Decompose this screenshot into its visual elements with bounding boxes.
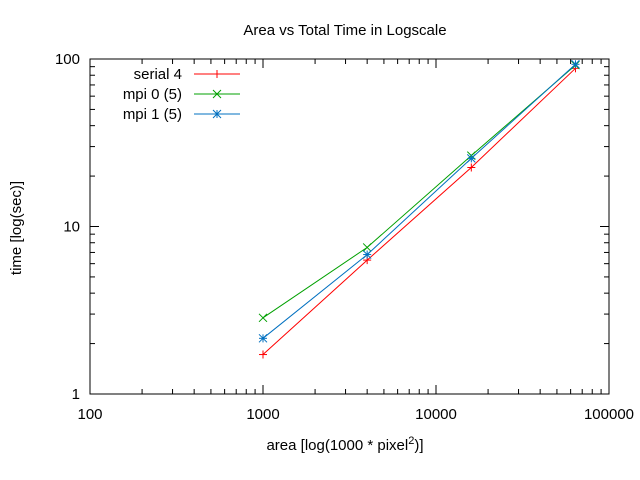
data-point	[362, 250, 372, 259]
x-axis-label-end: )]	[414, 437, 423, 454]
series-2	[258, 60, 580, 323]
data-point	[258, 333, 268, 343]
data-point	[362, 243, 372, 252]
series-line	[262, 67, 576, 355]
data-point-stroke	[362, 250, 372, 259]
legend-label: mpi 1 (5)	[123, 106, 182, 123]
data-point-stroke	[466, 154, 476, 163]
legend-entry: serial 4	[134, 66, 240, 83]
legend: serial 4 mpi 0 (5) mpi 1 (5)	[123, 66, 240, 123]
y-tick-label: 100	[55, 51, 80, 68]
x-tick-label: 100	[77, 406, 102, 423]
y-tick-label: 1	[72, 386, 80, 403]
legend-entry: mpi 0 (5)	[123, 86, 240, 103]
legend-label: serial 4	[134, 66, 182, 83]
x-axis-label-main: area [log(1000 * pixel	[266, 437, 408, 454]
y-axis: 1 10 100	[55, 51, 609, 403]
series-line	[262, 64, 576, 319]
data-point	[466, 154, 476, 163]
data-point-stroke	[258, 313, 268, 323]
data-point	[258, 313, 268, 323]
legend-marker	[212, 89, 222, 99]
data-point-stroke	[571, 59, 580, 69]
legend-label: mpi 0 (5)	[123, 86, 182, 103]
x-tick-label: 1000	[246, 406, 279, 423]
y-axis-label: time [log(sec)]	[8, 181, 25, 275]
series-layer	[258, 59, 580, 359]
series-line	[262, 63, 576, 339]
x-axis-label-superscript: 2	[408, 435, 414, 447]
x-tick-label: 100000	[584, 406, 634, 423]
series-1	[259, 64, 580, 359]
data-point	[259, 350, 267, 359]
data-point-stroke	[212, 109, 222, 119]
x-axis: 100 1000 10000 100000	[77, 59, 634, 423]
legend-marker	[212, 109, 222, 119]
series-3	[258, 59, 580, 343]
x-axis-label: area [log(1000 * pixel2)]	[266, 435, 423, 454]
data-point	[571, 59, 580, 69]
legend-entry: mpi 1 (5)	[123, 106, 240, 123]
chart-title: Area vs Total Time in Logscale	[243, 22, 446, 39]
x-tick-label: 10000	[415, 406, 457, 423]
data-point-stroke	[258, 333, 268, 343]
data-point	[467, 163, 476, 172]
legend-marker	[213, 70, 221, 78]
y-tick-label: 10	[63, 219, 80, 236]
data-point-stroke	[362, 243, 372, 252]
data-point-stroke	[212, 89, 222, 99]
